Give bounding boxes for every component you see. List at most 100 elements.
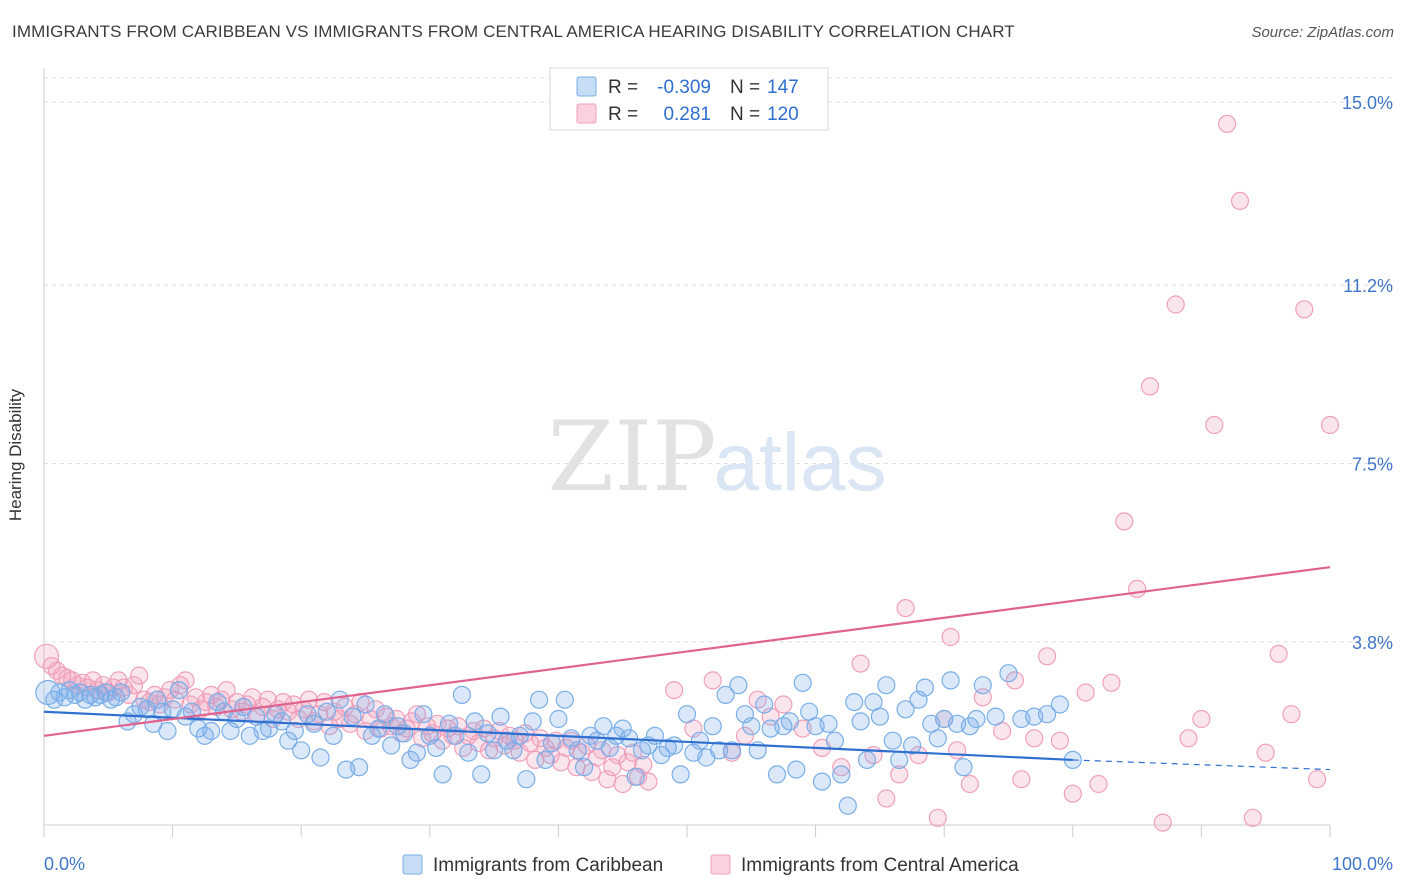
central-america-point	[832, 758, 851, 777]
central-america-point	[1307, 770, 1327, 789]
caribbean-point	[112, 683, 131, 702]
caribbean-point	[973, 676, 992, 695]
central-america-point	[1217, 114, 1237, 133]
central-america-point	[407, 705, 426, 724]
caribbean-point	[838, 796, 857, 815]
caribbean-point	[960, 717, 980, 736]
legend-r-label-1: R =	[608, 77, 638, 98]
legend-swatch-blue	[576, 76, 597, 97]
caribbean-point	[414, 705, 433, 724]
central-america-point	[1127, 579, 1147, 599]
central-america-point	[176, 671, 195, 690]
central-america-point	[618, 753, 637, 772]
central-america-point	[1230, 191, 1250, 210]
caribbean-point	[542, 733, 562, 753]
central-america-point	[1102, 673, 1121, 692]
central-america-point	[1269, 644, 1288, 664]
caribbean-point	[870, 707, 890, 726]
caribbean-point	[677, 705, 697, 724]
central-america-point	[1320, 415, 1340, 435]
series-caribbean-points	[35, 664, 1082, 815]
caribbean-point	[941, 671, 960, 690]
central-america-point	[1089, 774, 1108, 794]
caribbean-point	[407, 743, 426, 762]
y-tick-label: 11.2%	[1343, 276, 1393, 296]
y-tick-label: 3.8%	[1352, 633, 1393, 653]
central-america-point	[1205, 415, 1224, 435]
caribbean-point	[819, 714, 838, 733]
caribbean-point	[851, 712, 870, 731]
caribbean-point	[401, 750, 420, 770]
caribbean-point	[877, 676, 896, 695]
central-america-point	[1153, 813, 1172, 832]
caribbean-point	[967, 709, 986, 729]
caribbean-point	[928, 729, 947, 748]
caribbean-point	[626, 767, 645, 786]
central-america-point	[774, 695, 793, 714]
caribbean-point	[703, 717, 722, 736]
caribbean-point	[555, 690, 574, 709]
bottom-legend-label-central-america: Immigrants from Central America	[741, 855, 1019, 876]
caribbean-point	[896, 700, 915, 719]
watermark-atlas: atlas	[713, 417, 886, 508]
central-america-point	[890, 765, 909, 784]
central-america-point	[33, 643, 60, 669]
central-america-point	[1005, 671, 1025, 690]
caribbean-point	[279, 731, 298, 750]
central-america-point	[928, 808, 947, 827]
caribbean-point	[311, 748, 330, 767]
central-america-point	[1256, 743, 1275, 762]
central-america-point	[909, 745, 928, 765]
caribbean-point	[343, 707, 362, 726]
chart-title: IMMIGRANTS FROM CARIBBEAN VS IMMIGRANTS …	[12, 22, 1015, 41]
caribbean-point	[671, 765, 690, 784]
caribbean-point	[890, 750, 909, 770]
bottom-legend: Immigrants from Caribbean Immigrants fro…	[402, 854, 1019, 876]
central-america-point	[366, 700, 385, 719]
caribbean-point	[356, 695, 375, 714]
central-america-point	[608, 745, 627, 765]
legend-swatch-pink	[576, 103, 597, 124]
caribbean-point	[148, 690, 167, 709]
legend: R = -0.309 N = 147 R = 0.281 N = 120	[549, 67, 829, 131]
caribbean-point	[742, 717, 761, 736]
caribbean-point	[568, 741, 587, 760]
caribbean-point	[465, 712, 484, 731]
central-america-point	[1012, 770, 1031, 789]
bottom-legend-swatch-caribbean	[402, 854, 423, 875]
legend-r-label-2: R =	[608, 104, 638, 125]
source-label: Source: ZipAtlas.com	[1251, 24, 1394, 41]
caribbean-point	[915, 678, 935, 697]
caribbean-point	[722, 741, 742, 760]
caribbean-point	[645, 726, 665, 745]
caribbean-point	[317, 702, 336, 721]
caribbean-point	[298, 705, 317, 724]
caribbean-point	[1037, 705, 1057, 724]
caribbean-point	[158, 721, 177, 741]
x-tick-label-max: 100.0%	[1332, 854, 1393, 874]
caribbean-point	[388, 717, 407, 736]
caribbean-point	[709, 741, 729, 760]
central-america-point	[947, 741, 967, 760]
caribbean-point	[825, 731, 845, 750]
y-tick-label: 7.5%	[1352, 455, 1393, 475]
caribbean-point	[767, 765, 787, 784]
caribbean-point	[954, 758, 973, 777]
caribbean-trend-line	[43, 710, 1073, 762]
tick-labels: 3.8% 7.5% 11.2% 15.0% 0.0% 100.0%	[44, 93, 1393, 874]
caribbean-point	[472, 765, 491, 784]
caribbean-point	[832, 765, 851, 784]
caribbean-point	[986, 707, 1005, 726]
caribbean-point	[350, 758, 369, 777]
caribbean-point	[902, 736, 922, 755]
legend-r-value-2: 0.281	[663, 104, 711, 125]
central-america-point	[1025, 729, 1044, 748]
caribbean-point	[529, 690, 549, 709]
caribbean-point	[793, 673, 812, 692]
legend-n-value-1: 147	[767, 77, 799, 98]
caribbean-point	[517, 770, 536, 789]
caribbean-point	[202, 721, 221, 741]
central-america-point	[703, 671, 722, 690]
x-tick-label-min: 0.0%	[44, 854, 85, 874]
